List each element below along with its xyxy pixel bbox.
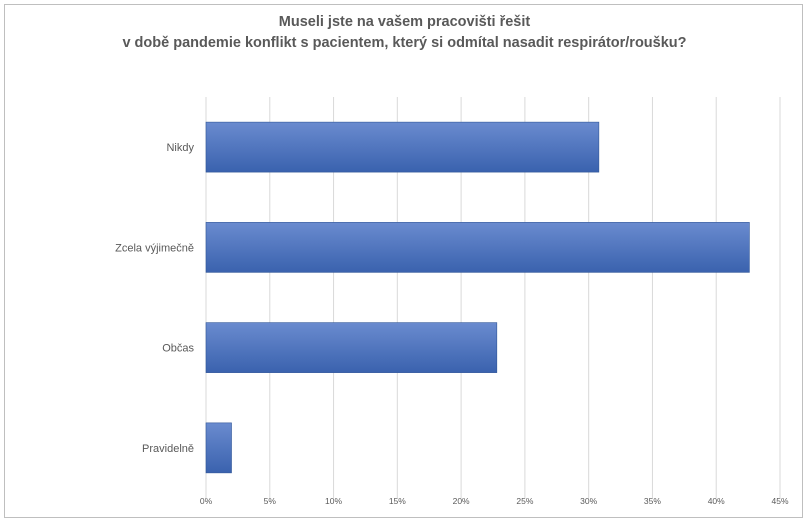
bar (205, 222, 750, 273)
x-tick-label: 20% (453, 496, 470, 506)
category-label: Nikdy (166, 142, 194, 154)
chart-title-line-1: Museli jste na vašem pracovišti řešit (278, 14, 531, 30)
x-axis-tick-labels: 0% 5% 10% 15% 20% 25% 30% 35% 40% 45% (200, 496, 789, 506)
bars (205, 121, 750, 474)
x-tick-label: 40% (708, 496, 725, 506)
category-label: Pravidelně (142, 443, 194, 455)
category-label: Občas (162, 343, 194, 355)
chart-title: Museli jste na vašem pracovišti řešit v … (0, 12, 809, 54)
x-tick-label: 10% (325, 496, 342, 506)
bar (205, 422, 232, 474)
bar (205, 322, 498, 373)
bar (205, 121, 600, 173)
x-tick-label: 5% (264, 496, 277, 506)
chart-title-line-2: v době pandemie konflikt s pacientem, kt… (122, 35, 687, 51)
x-tick-label: 30% (580, 496, 597, 506)
x-tick-label: 45% (771, 496, 788, 506)
x-tick-label: 15% (389, 496, 406, 506)
x-tick-label: 35% (644, 496, 661, 506)
category-labels: Nikdy Zcela výjimečně Občas Pravidelně (115, 142, 194, 455)
x-tick-label: 25% (516, 496, 533, 506)
category-label: Zcela výjimečně (115, 242, 194, 254)
x-tick-label: 0% (200, 496, 213, 506)
